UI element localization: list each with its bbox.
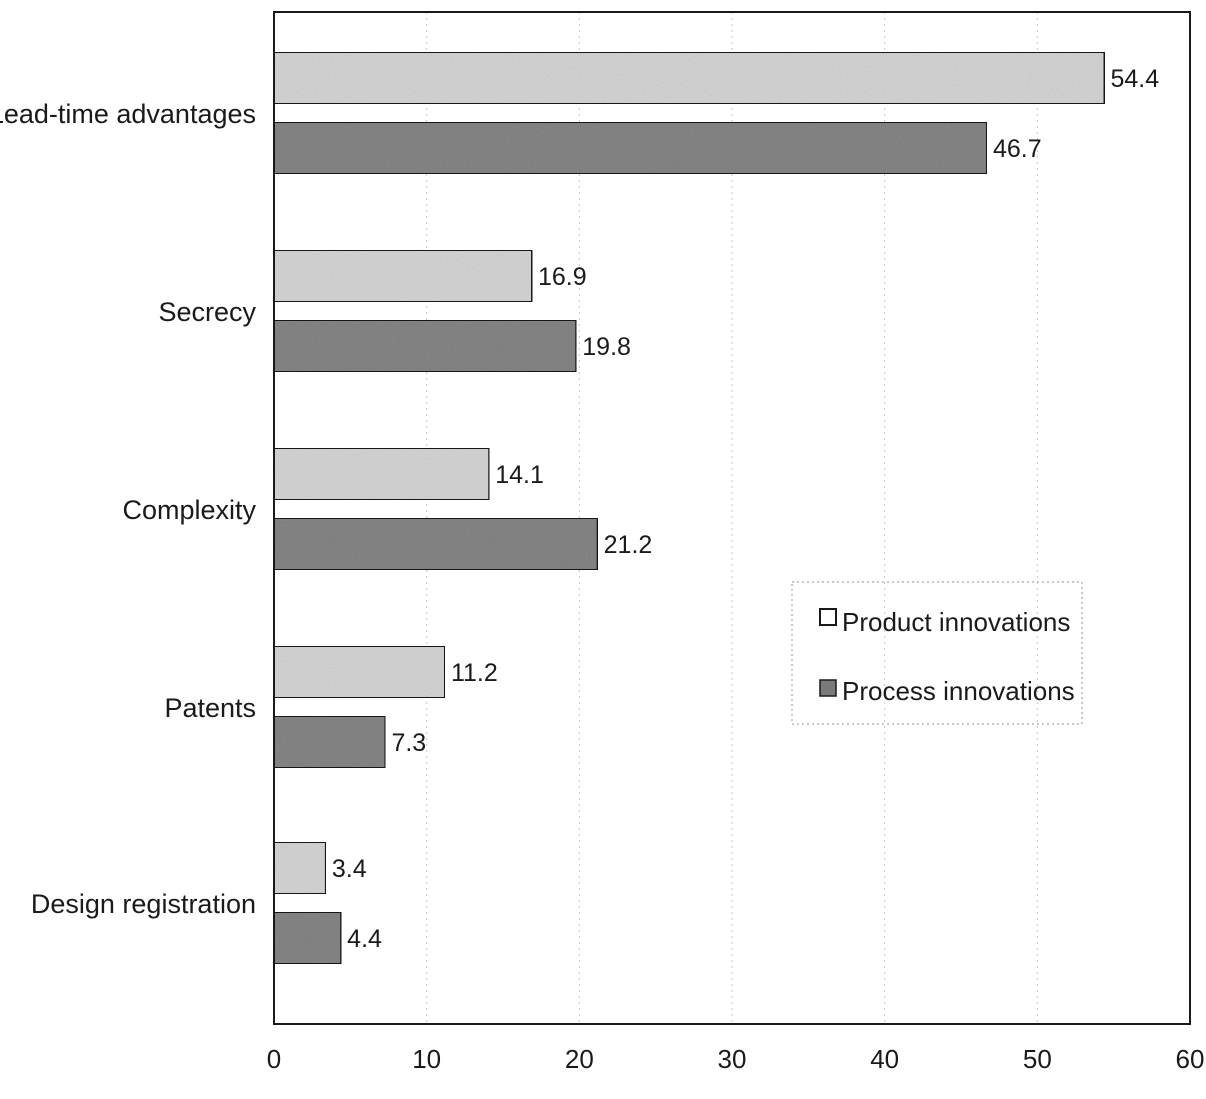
data-labels: 54.4 16.9 14.1 11.2 3.4 46.7 19.8 21.2 7.3 4.4 xyxy=(332,65,1159,953)
bar-product-innovations-lead-time-advantages xyxy=(273,51,1106,105)
bar-process-innovations-lead-time-advantages xyxy=(273,121,988,175)
x-tick-label-50: 50 xyxy=(1023,1044,1052,1074)
data-label-product-innovations-lead-time-advantages: 54.4 xyxy=(1111,65,1160,93)
bar-product-innovations-secrecy xyxy=(273,249,534,303)
x-tick-label-40: 40 xyxy=(870,1044,899,1074)
category-labels: Lead-time advantages Secrecy Complexity Pat… xyxy=(0,99,256,919)
x-tick-label-20: 20 xyxy=(565,1044,594,1074)
data-label-process-innovations-lead-time-advantages: 46.7 xyxy=(993,135,1042,163)
bar-process-innovations-secrecy xyxy=(273,319,578,373)
legend-label-process-innovations: Process innovations xyxy=(842,676,1075,706)
category-label-lead-time-advantages: Lead-time advantages xyxy=(0,99,256,129)
legend-swatch-process-innovations xyxy=(819,679,837,697)
bar-product-innovations-design-registration xyxy=(273,841,327,895)
bar-product-innovations-complexity xyxy=(273,447,491,501)
x-tick-label-0: 0 xyxy=(267,1044,281,1074)
bar-product-innovations-patents xyxy=(273,645,446,699)
bar-process-innovations-design-registration xyxy=(273,911,343,965)
data-label-product-innovations-patents: 11.2 xyxy=(451,659,498,687)
legend: Product innovations Process innovations xyxy=(791,581,1083,725)
legend-label-product-innovations: Product innovations xyxy=(842,607,1070,637)
x-axis-ticks: 0 10 20 30 40 50 60 xyxy=(267,1044,1205,1074)
legend-swatch-product-innovations xyxy=(819,608,837,626)
category-label-complexity: Complexity xyxy=(122,495,256,525)
category-label-patents: Patents xyxy=(164,693,256,723)
data-label-process-innovations-design-registration: 4.4 xyxy=(347,925,382,953)
x-tick-label-10: 10 xyxy=(412,1044,441,1074)
category-label-secrecy: Secrecy xyxy=(158,297,256,327)
bar-process-innovations-complexity xyxy=(273,517,599,571)
data-label-product-innovations-secrecy: 16.9 xyxy=(538,263,587,291)
data-label-process-innovations-complexity: 21.2 xyxy=(604,531,653,559)
category-label-design-registration: Design registration xyxy=(31,889,256,919)
data-label-process-innovations-secrecy: 19.8 xyxy=(582,333,631,361)
bar-process-innovations-patents xyxy=(273,715,387,769)
bars xyxy=(273,51,1106,965)
x-tick-label-30: 30 xyxy=(718,1044,747,1074)
x-tick-label-60: 60 xyxy=(1176,1044,1205,1074)
data-label-product-innovations-design-registration: 3.4 xyxy=(332,855,367,883)
data-label-process-innovations-patents: 7.3 xyxy=(391,729,426,757)
data-label-product-innovations-complexity: 14.1 xyxy=(495,461,544,489)
legend-box xyxy=(791,581,1083,725)
